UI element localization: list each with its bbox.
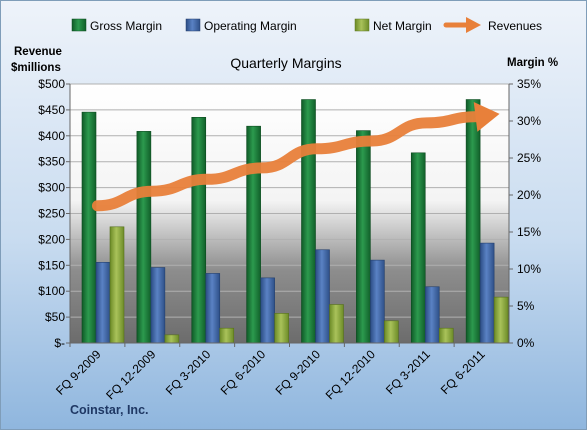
operating-margin-bar	[315, 249, 330, 344]
legend-label-revenues: Revenues	[488, 19, 542, 33]
left-tick-label: $-	[54, 336, 65, 350]
right-tick-label: 35%	[517, 77, 541, 91]
left-tick-label: $200	[38, 232, 65, 246]
gross-margin-bar	[136, 131, 152, 344]
left-axis-title-line1: Revenue	[14, 46, 62, 58]
left-axis-ticks: $- $50 $100 $150 $200 $250 $300 $350 $400 $450 $50…	[38, 77, 70, 350]
left-axis-title-line2: $millions	[11, 62, 61, 74]
left-tick-label: $300	[38, 181, 65, 195]
revenues-arrowhead	[473, 101, 500, 132]
right-tick-label: 10%	[517, 262, 541, 276]
left-tick-label: $450	[38, 103, 65, 117]
left-tick-label: $400	[38, 129, 65, 143]
right-axis-ticks: 0% 5% 10% 15% 20% 25% 30% 35%	[509, 77, 541, 350]
legend-label-net-margin: Net Margin	[373, 19, 432, 33]
gross-margin-bar	[301, 99, 316, 344]
gross-margin-bar	[465, 99, 481, 344]
right-tick-label: 20%	[517, 188, 541, 202]
revenue-series	[91, 101, 500, 212]
left-tick-label: $50	[45, 310, 65, 324]
right-tick-label: 5%	[517, 299, 535, 313]
net-margin-bar	[274, 313, 289, 344]
chart-title: Quarterly Margins	[230, 55, 341, 71]
operating-margin-bar	[205, 273, 221, 344]
net-margin-bar	[384, 320, 399, 344]
bar-marks	[81, 99, 509, 344]
operating-margin-bar	[150, 267, 166, 344]
legend-swatch-net-margin	[354, 18, 370, 32]
net-margin-bar	[329, 304, 344, 344]
gross-margin-bar	[191, 117, 207, 344]
left-tick-label: $500	[38, 77, 65, 91]
left-tick-label: $350	[38, 155, 65, 169]
gross-margin-bar	[410, 152, 426, 344]
left-tick-label: $250	[38, 207, 65, 221]
legend-label-operating-margin: Operating Margin	[204, 19, 297, 33]
company-footer: Coinstar, Inc.	[70, 403, 149, 417]
gross-margin-bar	[81, 111, 97, 344]
legend-label-gross-margin: Gross Margin	[90, 19, 162, 33]
operating-margin-bar	[260, 277, 275, 344]
gross-margin-bar	[246, 125, 261, 344]
legend-swatch-revenues	[443, 17, 481, 33]
revenues-line	[91, 111, 484, 212]
left-tick-label: $150	[38, 258, 65, 272]
operating-margin-bar	[479, 242, 495, 344]
gross-margin-bar	[356, 130, 371, 344]
net-margin-bar	[438, 327, 454, 344]
legend-swatch-operating-margin	[185, 18, 201, 32]
right-tick-label: 0%	[517, 336, 535, 350]
right-tick-label: 15%	[517, 225, 541, 239]
operating-margin-bar	[424, 286, 440, 344]
net-margin-bar	[109, 226, 125, 344]
operating-margin-bar	[370, 259, 385, 344]
net-margin-bar	[164, 334, 180, 344]
operating-margin-bar	[95, 262, 111, 344]
right-tick-label: 25%	[517, 151, 541, 165]
legend: Gross Margin Operating Margin Net Margin…	[71, 17, 542, 33]
right-tick-label: 30%	[517, 114, 541, 128]
legend-swatch-gross-margin	[71, 18, 87, 32]
net-margin-bar	[493, 296, 509, 344]
left-tick-label: $100	[38, 284, 65, 298]
right-axis-title: Margin %	[507, 57, 558, 69]
net-margin-bar	[219, 327, 235, 344]
